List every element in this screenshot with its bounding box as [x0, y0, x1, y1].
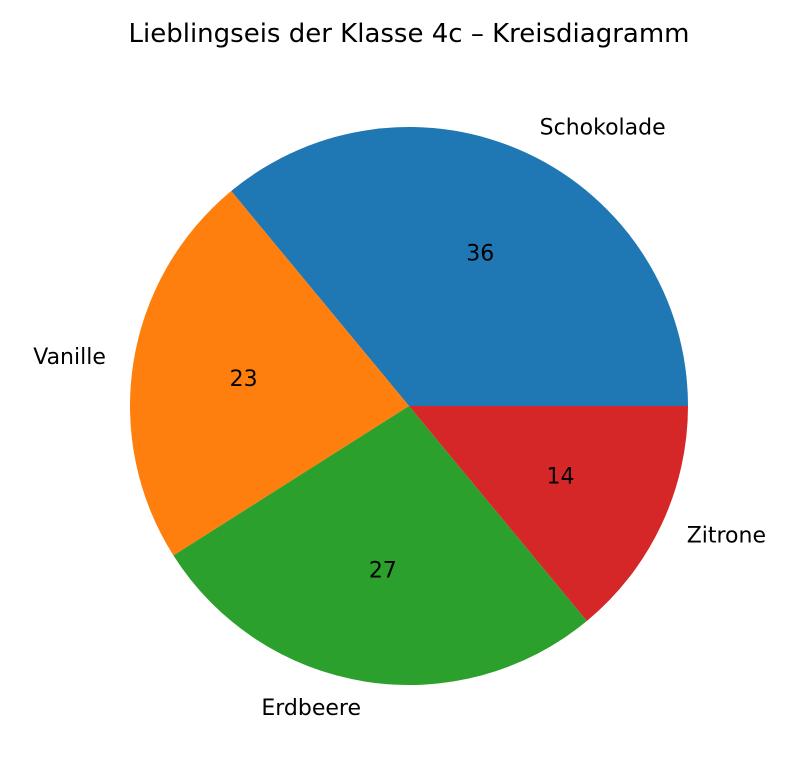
value-label: 36 [466, 242, 494, 267]
category-label: Vanille [33, 345, 106, 370]
pie-slice-zitrone [409, 406, 688, 621]
chart-title: Lieblingseis der Klasse 4c – Kreisdiagra… [129, 19, 690, 49]
category-label: Erdbeere [261, 696, 361, 721]
value-label: 27 [369, 558, 397, 583]
pie-slice-vanille [130, 191, 409, 556]
category-label: Schokolade [540, 115, 666, 140]
pie-slices [130, 127, 689, 686]
value-label: 23 [230, 367, 258, 392]
category-label: Zitrone [687, 524, 766, 549]
value-label: 14 [546, 464, 574, 489]
pie-slice-schokolade [231, 127, 689, 406]
pie-slice-erdbeere [173, 406, 587, 686]
category-labels: Schokolade Vanille Erdbeere Zitrone [33, 115, 766, 721]
value-labels: 36 23 27 14 [230, 242, 575, 584]
